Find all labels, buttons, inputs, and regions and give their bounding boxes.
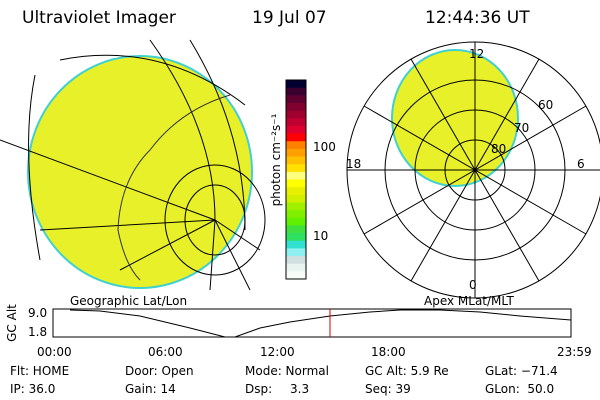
- mlt-label-6: 6: [577, 157, 585, 171]
- auroral-image-left: [27, 55, 253, 289]
- xtick-0000: 00:00: [37, 345, 72, 359]
- lat-label-70: 70: [514, 121, 530, 135]
- colorbar-swatch: [286, 80, 306, 89]
- colorbar-swatch: [286, 202, 306, 211]
- status-flt: Flt: HOME: [10, 364, 70, 378]
- colorbar-swatch: [286, 256, 306, 265]
- altitude-ylabel: GC Alt: [5, 304, 19, 342]
- magnetic-polar-map: [346, 41, 600, 299]
- colorbar-swatch: [286, 248, 306, 257]
- status-gain: Gain: 14: [125, 382, 176, 396]
- colorbar-tick-10: 10: [313, 229, 329, 243]
- colorbar-swatch: [286, 194, 306, 203]
- colorbar-swatch: [286, 233, 306, 242]
- ytick-1-8: 1.8: [28, 325, 48, 339]
- altitude-plot: [52, 308, 572, 338]
- colorbar-swatch: [286, 179, 306, 188]
- ytick-9: 9.0: [28, 306, 48, 320]
- status-glat: GLat: −71.4: [485, 364, 558, 378]
- colorbar-swatch: [286, 118, 306, 127]
- colorbar-swatch: [286, 87, 306, 96]
- colorbar-swatch: [286, 271, 306, 280]
- mlt-label-0: 0: [469, 278, 477, 292]
- colorbar-swatch: [286, 95, 306, 104]
- colorbar-swatch: [286, 164, 306, 173]
- lat-label-60: 60: [538, 98, 554, 112]
- colorbar-swatch: [286, 102, 306, 112]
- colorbar-swatch: [286, 156, 306, 165]
- colorbar-swatch: [286, 263, 306, 272]
- geographic-map: [0, 39, 266, 291]
- status-dsp-label: Dsp:: [245, 382, 273, 396]
- colorbar-tick-100: 100: [313, 140, 336, 154]
- colorbar-swatch: [286, 141, 306, 150]
- status-mode: Mode: Normal: [245, 364, 329, 378]
- lat-label-80: 80: [491, 142, 507, 156]
- colorbar-swatch: [286, 187, 306, 196]
- mlt-label-18: 18: [346, 157, 362, 171]
- colorbar-swatch: [286, 148, 306, 158]
- date-label: 19 Jul 07: [252, 8, 327, 28]
- xtick-2359: 23:59: [557, 345, 592, 359]
- colorbar-swatch: [286, 240, 306, 249]
- time-label: 12:44:36 UT: [425, 8, 530, 28]
- colorbar-swatch: [286, 133, 306, 142]
- colorbar-swatch: [286, 125, 306, 135]
- colorbar-swatch: [286, 210, 306, 219]
- mlt-label-12: 12: [469, 47, 485, 61]
- colorbar-frame: [285, 79, 307, 280]
- colorbar-swatch: [286, 171, 306, 180]
- colorbar: [285, 79, 307, 280]
- colorbar-swatch: [286, 110, 306, 119]
- status-dsp-value: 3.3: [290, 382, 310, 396]
- xtick-1200: 12:00: [260, 345, 295, 359]
- altitude-curve: [69, 309, 572, 338]
- geographic-label: Geographic Lat/Lon: [70, 294, 188, 308]
- status-ip: IP: 36.0: [10, 382, 56, 396]
- xtick-0600: 06:00: [148, 345, 183, 359]
- xtick-1800: 18:00: [371, 345, 406, 359]
- status-glon: GLon: 50.0: [485, 382, 555, 396]
- instrument-title: Ultraviolet Imager: [22, 8, 176, 28]
- colorbar-swatch: [286, 225, 306, 234]
- apex-label: Apex MLat/MLT: [424, 294, 514, 308]
- colorbar-unit-label: photon cm⁻²s⁻¹: [269, 113, 283, 207]
- status-gc-alt: GC Alt: 5.9 Re: [365, 364, 449, 378]
- colorbar-swatch: [286, 217, 306, 226]
- status-seq: Seq: 39: [365, 382, 411, 396]
- auroral-image-right: [391, 49, 519, 187]
- status-door: Door: Open: [125, 364, 194, 378]
